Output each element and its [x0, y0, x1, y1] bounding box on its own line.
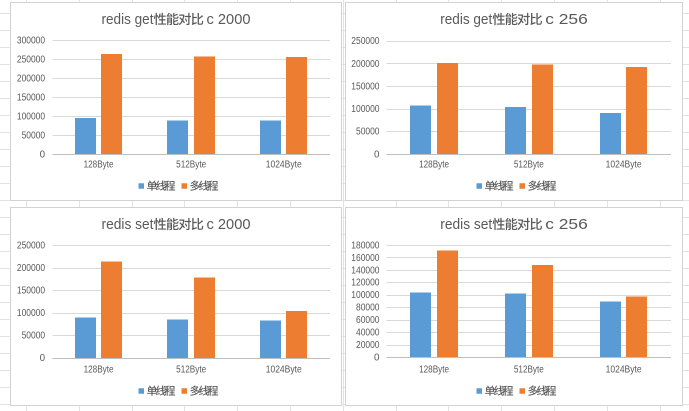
svg-text:80000: 80000: [356, 303, 380, 314]
svg-text:120000: 120000: [351, 278, 380, 289]
svg-text:250000: 250000: [351, 36, 380, 47]
svg-text:200000: 200000: [17, 263, 46, 274]
svg-text:150000: 150000: [17, 286, 46, 297]
svg-text:512Byte: 512Byte: [514, 160, 544, 171]
svg-text:250000: 250000: [17, 54, 46, 65]
svg-text:0: 0: [40, 353, 46, 364]
svg-text:redis set: redis set: [440, 216, 493, 233]
svg-text:128Byte: 128Byte: [84, 160, 114, 171]
svg-text:160000: 160000: [351, 253, 380, 264]
svg-text:200000: 200000: [17, 73, 46, 84]
svg-text:c 2000: c 2000: [207, 216, 251, 233]
svg-text:128Byte: 128Byte: [419, 365, 449, 376]
svg-text:50000: 50000: [22, 331, 46, 342]
svg-text:128Byte: 128Byte: [84, 365, 114, 376]
svg-text:250000: 250000: [17, 241, 46, 252]
svg-text:512Byte: 512Byte: [514, 365, 544, 376]
svg-text:1024Byte: 1024Byte: [606, 160, 642, 171]
svg-text:100000: 100000: [17, 308, 46, 319]
svg-text:0: 0: [374, 149, 380, 160]
svg-text:1024Byte: 1024Byte: [606, 365, 642, 376]
svg-text:512Byte: 512Byte: [176, 365, 206, 376]
svg-text:40000: 40000: [356, 328, 380, 339]
svg-text:0: 0: [374, 352, 380, 363]
svg-text:512Byte: 512Byte: [176, 160, 206, 171]
svg-text:200000: 200000: [351, 59, 380, 70]
svg-text:redis set: redis set: [102, 216, 155, 233]
svg-text:50000: 50000: [22, 130, 46, 141]
svg-text:redis get: redis get: [440, 11, 493, 28]
svg-text:100000: 100000: [17, 111, 46, 122]
svg-text:50000: 50000: [356, 127, 380, 138]
svg-text:c 256: c 256: [545, 216, 588, 233]
svg-text:redis get: redis get: [102, 11, 155, 28]
svg-text:100000: 100000: [351, 104, 380, 115]
svg-text:1024Byte: 1024Byte: [266, 365, 302, 376]
svg-text:180000: 180000: [351, 240, 380, 251]
svg-text:60000: 60000: [356, 315, 380, 326]
svg-text:140000: 140000: [351, 265, 380, 276]
svg-text:128Byte: 128Byte: [419, 160, 449, 171]
svg-text:150000: 150000: [17, 92, 46, 103]
svg-text:150000: 150000: [351, 81, 380, 92]
svg-text:c 256: c 256: [545, 11, 588, 28]
svg-text:c 2000: c 2000: [207, 11, 251, 28]
svg-text:100000: 100000: [351, 290, 380, 301]
svg-text:20000: 20000: [356, 340, 380, 351]
svg-text:0: 0: [40, 149, 46, 160]
svg-text:1024Byte: 1024Byte: [266, 160, 302, 171]
svg-text:300000: 300000: [17, 35, 46, 46]
